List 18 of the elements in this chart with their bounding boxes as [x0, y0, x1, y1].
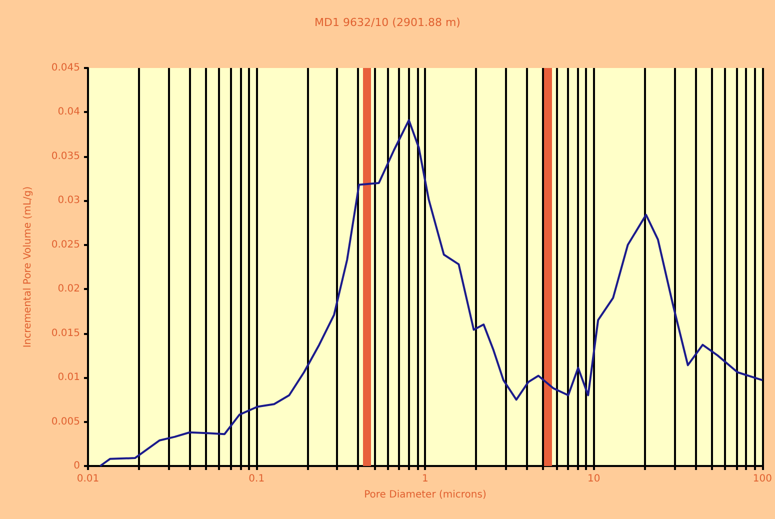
y-tick-label: 0.005	[51, 416, 80, 428]
y-tick-label: 0.03	[58, 195, 80, 206]
y-tick-label: 0.02	[58, 284, 80, 295]
x-tick-label: 1	[422, 474, 428, 484]
x-axis-title: Pore Diameter (microns)	[364, 490, 486, 500]
x-tick-label: 100	[752, 474, 772, 484]
x-tick-label: 10	[587, 474, 600, 484]
y-tick-label: 0.035	[51, 150, 80, 162]
y-tick-label: 0.015	[51, 328, 80, 339]
y-tick-label: 0.01	[58, 372, 80, 384]
y-axis-title: Incremental Pore Volume (mL/g)	[22, 186, 34, 348]
y-tick-label: 0.045	[51, 62, 80, 74]
x-tick-label: 0.1	[248, 474, 265, 484]
x-tick-label: 0.01	[76, 474, 100, 484]
y-tick-label: 0.04	[58, 106, 80, 118]
chart-title: MD1 9632/10 (2901.88 m)	[314, 16, 460, 29]
y-tick-label: 0	[74, 460, 80, 472]
y-tick-label: 0.025	[51, 239, 80, 250]
